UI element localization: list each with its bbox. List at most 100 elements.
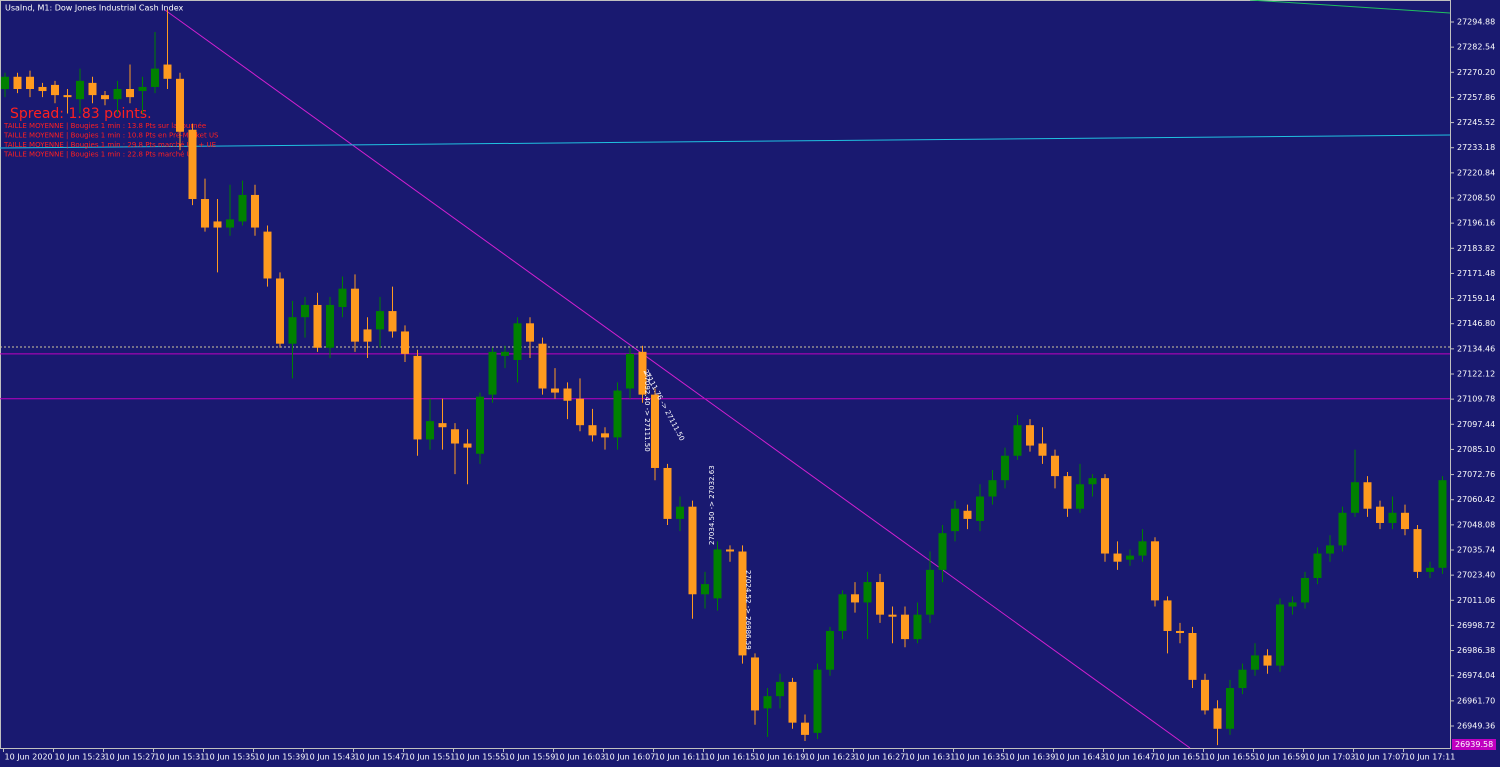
candle-body	[388, 311, 397, 332]
x-tick-label: 10 Jun 16:43	[1055, 753, 1106, 762]
candle-body	[88, 82, 97, 96]
candle-body	[13, 76, 22, 89]
x-tick-label: 10 Jun 15:55	[455, 753, 506, 762]
candle-body	[1126, 555, 1134, 560]
candle-body	[838, 594, 847, 631]
y-tick-label: 26986.38	[1457, 646, 1495, 655]
note: TAILLE MOYENNE | Bougies 1 min : 22.8 Pt…	[3, 151, 197, 159]
candle-body	[876, 582, 884, 615]
price-tag: 26939.58	[1455, 740, 1493, 749]
candle-body	[1251, 655, 1259, 670]
candle-body	[901, 614, 909, 640]
candle-body	[176, 78, 184, 132]
trade-label: 27024.52 -> 26986.59	[744, 570, 752, 650]
y-tick-label: 27196.16	[1457, 219, 1495, 228]
candle-body	[288, 317, 297, 344]
candle-body	[1001, 455, 1009, 481]
candle-body	[51, 84, 59, 96]
candle-body	[251, 194, 259, 228]
candle-body	[663, 467, 672, 519]
y-tick-label: 27097.44	[1457, 420, 1495, 429]
candle-body	[1, 76, 9, 89]
x-tick-label: 10 Jun 15:51	[405, 753, 456, 762]
y-tick-label: 27072.76	[1457, 470, 1495, 479]
candle-body	[338, 288, 347, 308]
x-tick-label: 10 Jun 15:27	[105, 753, 156, 762]
y-tick-label: 27159.14	[1457, 294, 1495, 303]
candle-body	[363, 329, 372, 342]
candle-body	[126, 88, 134, 98]
candle-body	[1188, 633, 1197, 680]
candle-body	[1151, 541, 1159, 601]
candle-body	[1176, 630, 1184, 634]
candle-body	[538, 343, 547, 389]
candle-body	[451, 429, 459, 444]
candle-body	[638, 351, 647, 395]
candle-body	[476, 396, 484, 454]
candle-body	[776, 681, 784, 697]
candle-body	[563, 388, 572, 401]
x-tick-label: 10 Jun 16:03	[555, 753, 606, 762]
y-tick-label: 27208.50	[1457, 194, 1495, 203]
x-tick-label: 10 Jun 15:39	[255, 753, 306, 762]
candle-body	[226, 219, 234, 228]
candle-body	[1013, 425, 1022, 456]
candle-body	[926, 569, 934, 615]
y-tick-label: 27011.06	[1457, 596, 1495, 605]
candle-body	[976, 496, 984, 521]
candle-body	[26, 76, 34, 89]
x-tick-label: 10 Jun 15:35	[205, 753, 256, 762]
candle-body	[1026, 425, 1034, 446]
candle-body	[1426, 567, 1434, 572]
candle-body	[551, 388, 559, 393]
y-tick-label: 27294.88	[1457, 18, 1495, 27]
trend-line	[0, 134, 1451, 149]
candle-body	[1138, 541, 1147, 556]
x-tick-label: 10 Jun 15:31	[155, 753, 206, 762]
candle-body	[963, 510, 972, 519]
x-tick-label: 10 Jun 15:47	[355, 753, 406, 762]
x-tick-label: 10 Jun 16:15	[705, 753, 756, 762]
candle-body	[463, 443, 472, 448]
candle-body	[1263, 655, 1272, 666]
candle-body	[238, 194, 247, 222]
candle-body	[713, 549, 722, 599]
trend-line	[164, 9, 1191, 749]
candle-body	[913, 614, 922, 640]
candle-body	[188, 129, 197, 200]
x-tick-label: 10 Jun 16:59	[1255, 753, 1306, 762]
note: TAILLE MOYENNE | Bougies 1 min : 10.8 Pt…	[3, 132, 219, 140]
x-tick-label: 10 Jun 15:59	[505, 753, 556, 762]
spread-label: Spread: 1.83 points.	[10, 106, 152, 122]
x-tick-label: 10 Jun 16:35	[955, 753, 1006, 762]
y-tick-label: 26949.36	[1457, 721, 1495, 730]
x-tick-label: 10 Jun 16:39	[1005, 753, 1056, 762]
y-tick-label: 27085.10	[1457, 445, 1495, 454]
y-tick-label: 27060.42	[1457, 495, 1495, 504]
y-tick-label: 26998.72	[1457, 621, 1495, 630]
candle-body	[1213, 708, 1222, 729]
candle-body	[201, 199, 209, 228]
candle-body	[1363, 482, 1372, 509]
candle-body	[276, 278, 284, 344]
candle-body	[76, 80, 84, 100]
candle-body	[613, 390, 622, 438]
x-tick-label: 10 Jun 16:47	[1105, 753, 1156, 762]
y-tick-label: 27183.82	[1457, 244, 1495, 253]
candle-body	[263, 231, 272, 279]
candle-body	[676, 506, 684, 519]
y-tick-label: 27109.78	[1457, 395, 1495, 404]
candle-body	[301, 304, 309, 318]
y-tick-label: 27146.80	[1457, 319, 1495, 328]
candle-body	[851, 594, 859, 603]
candle-body	[701, 584, 709, 595]
candle-body	[1388, 512, 1397, 523]
candle-body	[1401, 512, 1409, 530]
candle-body	[113, 88, 122, 100]
candle-body	[138, 86, 147, 92]
candle-body	[588, 425, 597, 436]
candle-body	[501, 351, 509, 356]
candle-body	[1238, 669, 1247, 689]
